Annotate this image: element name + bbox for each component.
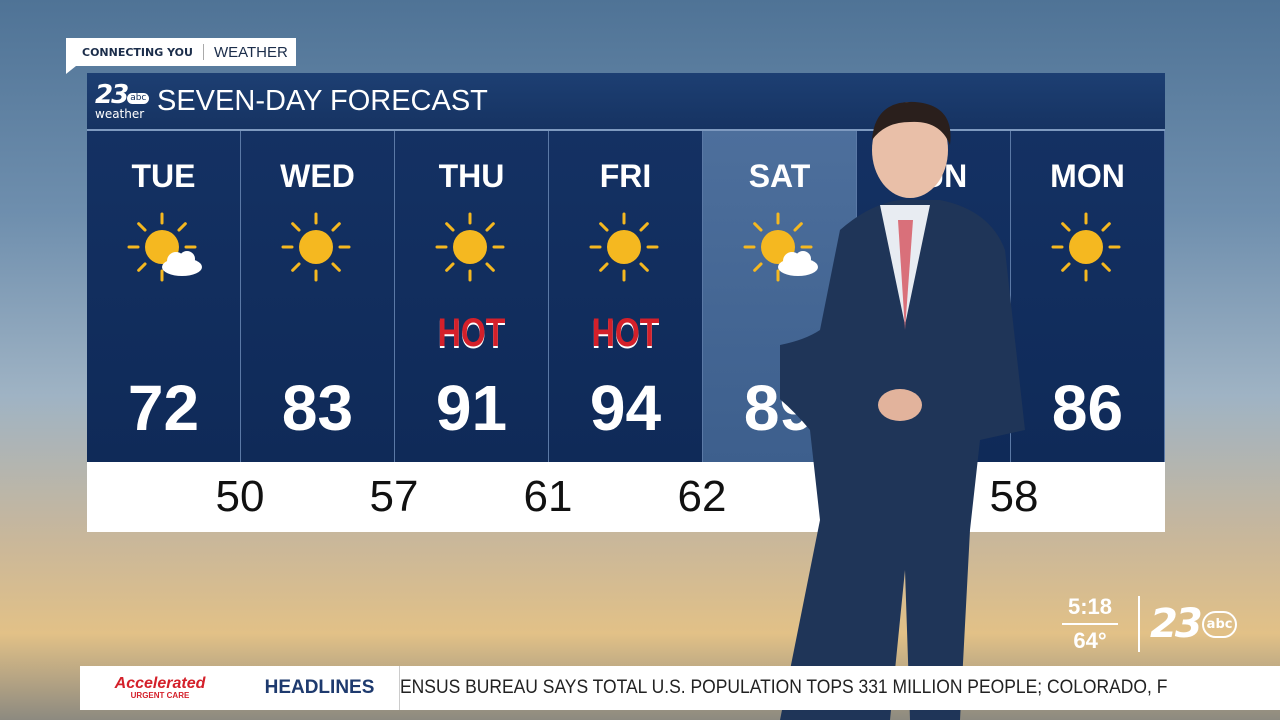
day-label: TUE: [131, 158, 196, 194]
low-temp: 57: [369, 472, 419, 521]
high-temp: 86: [1051, 372, 1124, 444]
day-column-fri: FRI HOT 94: [549, 131, 703, 462]
day-label: WED: [280, 158, 355, 194]
ticker-text: ENSUS BUREAU SAYS TOTAL U.S. POPULATION …: [400, 677, 1168, 698]
high-temp: 83: [281, 372, 354, 444]
board-header: 23 abc weather SEVEN-DAY FORECAST: [87, 73, 1165, 131]
day-label: MON: [1050, 158, 1125, 194]
high-temp: 94: [589, 372, 662, 444]
low-temp: 61: [523, 472, 573, 521]
lows-row: 50 57 61 62 58: [87, 462, 1165, 532]
sun-icon: [435, 212, 504, 282]
sun-icon: [589, 212, 658, 282]
day-column-wed: WED 83: [241, 131, 395, 462]
day-label: FRI: [599, 158, 652, 194]
tag-left: CONNECTING YOU: [82, 45, 193, 59]
time: 5:18: [1067, 594, 1113, 619]
sponsor-logo: Accelerated URGENT CARE: [114, 675, 206, 700]
low-temp: 58: [989, 472, 1039, 521]
hot-badge: HOT: [591, 311, 660, 355]
day-column-tue: TUE 72: [87, 131, 241, 462]
high-temp: 72: [127, 372, 200, 444]
low-temp: 50: [215, 472, 265, 521]
day-label: THU: [438, 158, 505, 194]
sun-cloud-icon: [743, 212, 818, 282]
divider: [202, 44, 204, 60]
sun-icon: [1051, 212, 1120, 282]
hot-badge: HOT: [437, 311, 506, 355]
ticker-label: HEADLINES: [240, 666, 400, 710]
low-temp: 62: [677, 472, 727, 521]
clock-temp: 5:18 64°: [1062, 594, 1118, 654]
day-column-thu: THU HOT 91: [395, 131, 549, 462]
station-logo: 23 abc: [1138, 596, 1238, 652]
news-ticker: Accelerated URGENT CARE HEADLINES ENSUS B…: [80, 666, 1280, 710]
current-temp: 64°: [1073, 628, 1107, 653]
high-temp: 91: [435, 372, 508, 444]
segment-tag: CONNECTING YOU WEATHER: [66, 38, 296, 74]
day-column-mon: MON 86: [1011, 131, 1165, 462]
sun-icon: [281, 212, 350, 282]
weather-logo: 23 abc weather: [95, 82, 153, 120]
tag-right: WEATHER: [213, 43, 288, 61]
sun-cloud-icon: [127, 212, 202, 282]
day-label: SAT: [748, 158, 811, 194]
board-title: SEVEN-DAY FORECAST: [157, 84, 488, 117]
presenter: [780, 101, 1025, 720]
